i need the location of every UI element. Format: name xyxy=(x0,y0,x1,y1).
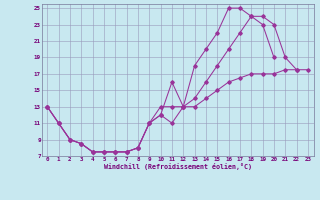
X-axis label: Windchill (Refroidissement éolien,°C): Windchill (Refroidissement éolien,°C) xyxy=(104,163,252,170)
